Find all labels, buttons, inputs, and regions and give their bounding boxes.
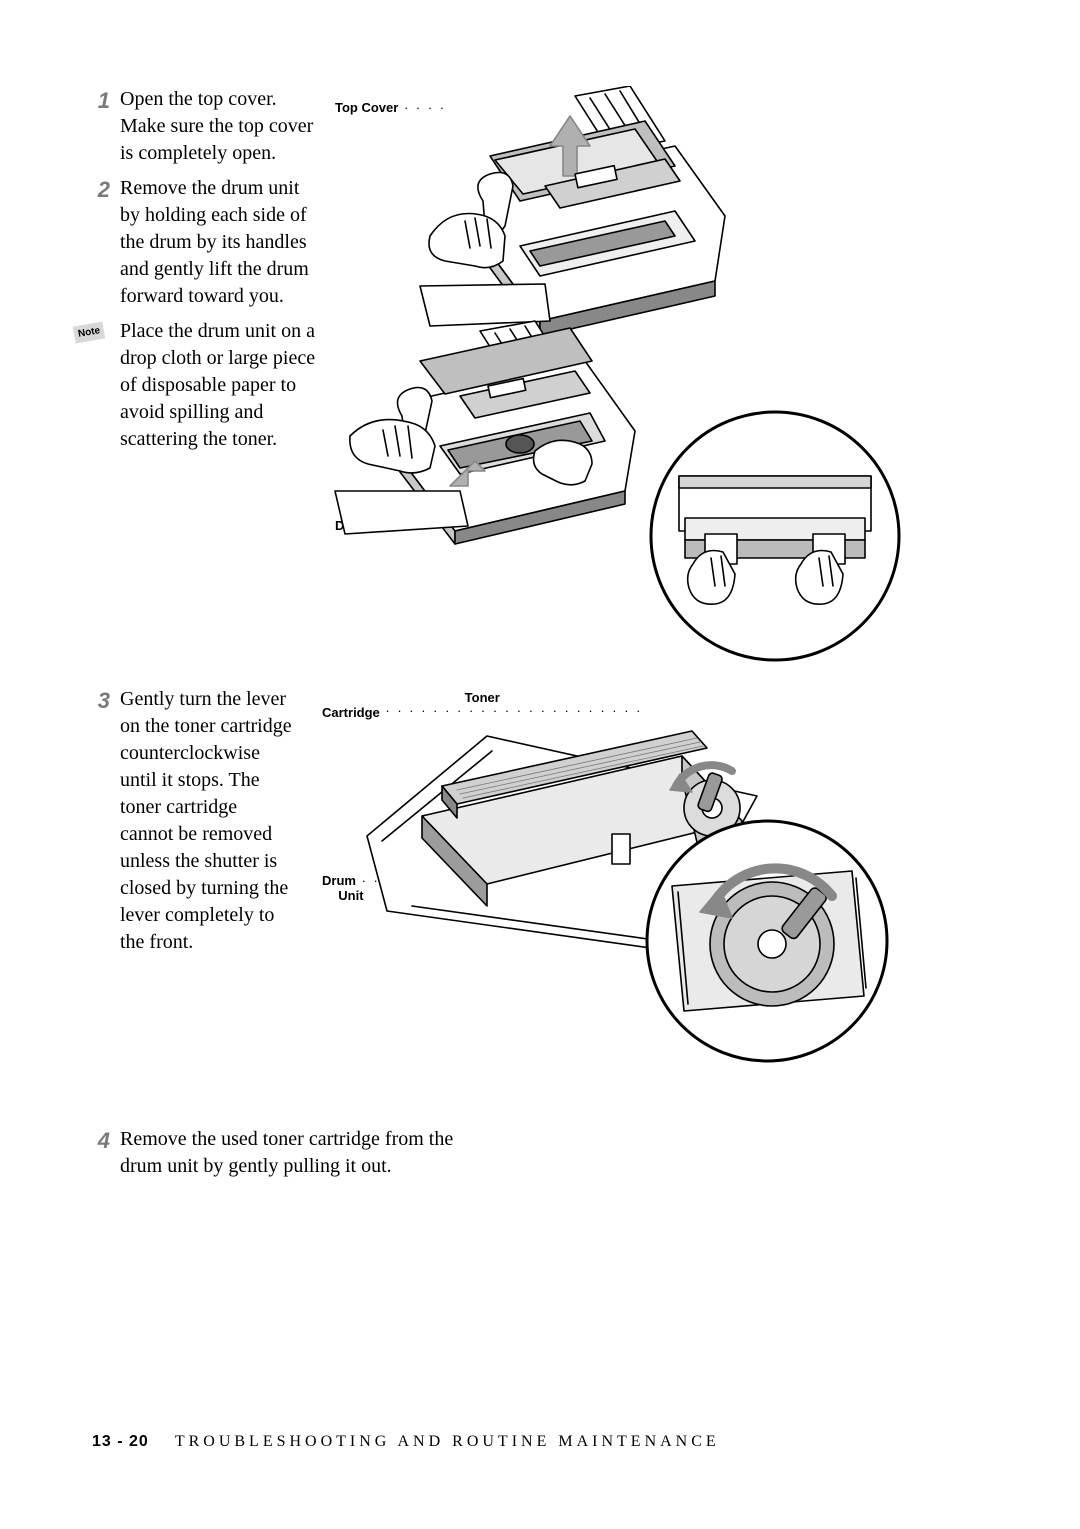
step-text: Remove the used toner cartridge from the… xyxy=(120,1126,480,1180)
step-text: Open the top cover. Make sure the top co… xyxy=(120,86,317,167)
printer-open-cover-icon xyxy=(375,86,745,346)
step-number: 3 xyxy=(92,686,120,716)
printer-remove-drum-icon xyxy=(320,316,690,546)
step-text: Remove the drum unit by holding each sid… xyxy=(120,175,317,310)
illustration-group-1: Top Cover · · · · Drum Unit · · · · · · … xyxy=(335,86,988,596)
section-step-3: 3 Gently turn the lever on the toner car… xyxy=(92,686,988,1036)
page-number: 13 - 20 xyxy=(92,1433,149,1450)
page-footer: 13 - 20 TROUBLESHOOTING AND ROUTINE MAIN… xyxy=(92,1433,988,1451)
chapter-title: TROUBLESHOOTING AND ROUTINE MAINTENANCE xyxy=(175,1433,720,1450)
section-step-4: 4 Remove the used toner cartridge from t… xyxy=(92,1126,988,1180)
note-text: Place the drum unit on a drop cloth or l… xyxy=(120,318,317,453)
step-2: 2 Remove the drum unit by holding each s… xyxy=(92,175,317,310)
lever-detail-icon xyxy=(642,816,892,1066)
illustration-group-2: Toner Cartridge · · · · · · · · · · · · … xyxy=(302,686,988,1036)
step-3: 3 Gently turn the lever on the toner car… xyxy=(92,686,292,956)
step-number: 1 xyxy=(92,86,120,116)
note-badge-label: Note xyxy=(73,322,106,344)
step-number: 2 xyxy=(92,175,120,205)
step-number: 4 xyxy=(92,1126,120,1156)
step-1: 1 Open the top cover. Make sure the top … xyxy=(92,86,317,167)
note-row: Note Place the drum unit on a drop cloth… xyxy=(92,318,317,453)
page-content: 1 Open the top cover. Make sure the top … xyxy=(92,86,988,1180)
note-badge: Note xyxy=(74,318,102,341)
section-steps-1-2: 1 Open the top cover. Make sure the top … xyxy=(92,86,988,596)
step-text: Gently turn the lever on the toner cartr… xyxy=(120,686,292,956)
drum-unit-detail-icon xyxy=(645,406,905,666)
step-4: 4 Remove the used toner cartridge from t… xyxy=(92,1126,988,1180)
